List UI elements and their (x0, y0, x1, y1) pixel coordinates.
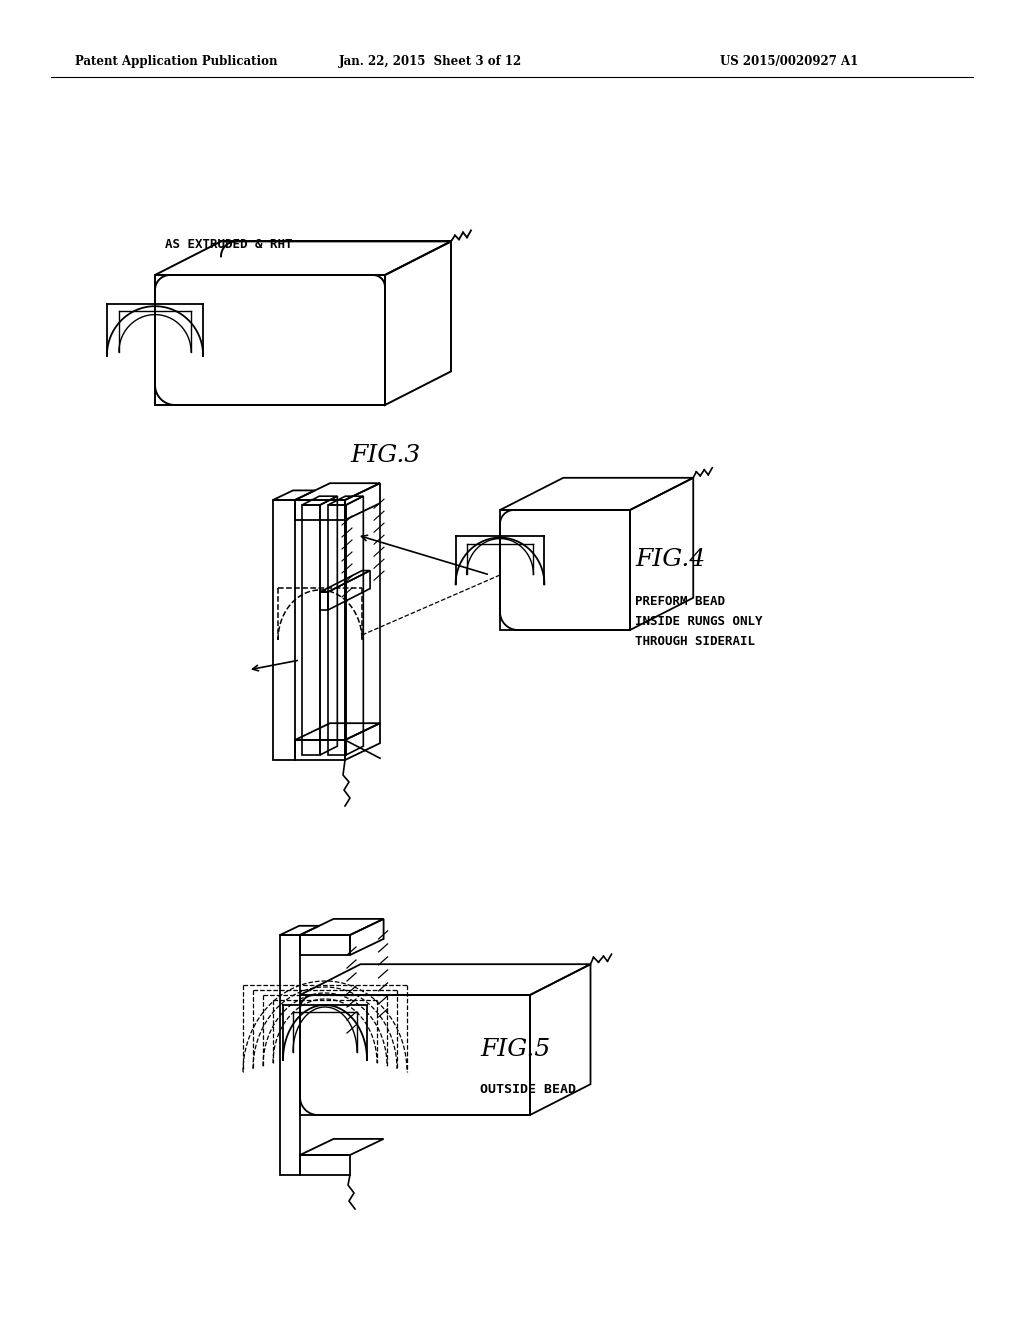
Text: INSIDE RUNGS ONLY: INSIDE RUNGS ONLY (635, 615, 763, 628)
Text: FIG.3: FIG.3 (350, 444, 420, 466)
Text: OUTSIDE BEAD: OUTSIDE BEAD (480, 1082, 575, 1096)
Text: PREFORM BEAD: PREFORM BEAD (635, 595, 725, 609)
Text: THROUGH SIDERAIL: THROUGH SIDERAIL (635, 635, 755, 648)
Text: AS EXTRUDED & RHT: AS EXTRUDED & RHT (165, 239, 293, 252)
Text: Jan. 22, 2015  Sheet 3 of 12: Jan. 22, 2015 Sheet 3 of 12 (338, 55, 521, 69)
Text: Patent Application Publication: Patent Application Publication (75, 55, 278, 69)
Text: US 2015/0020927 A1: US 2015/0020927 A1 (720, 55, 858, 69)
Text: FIG.5: FIG.5 (480, 1039, 550, 1061)
Text: FIG.4: FIG.4 (635, 549, 706, 572)
